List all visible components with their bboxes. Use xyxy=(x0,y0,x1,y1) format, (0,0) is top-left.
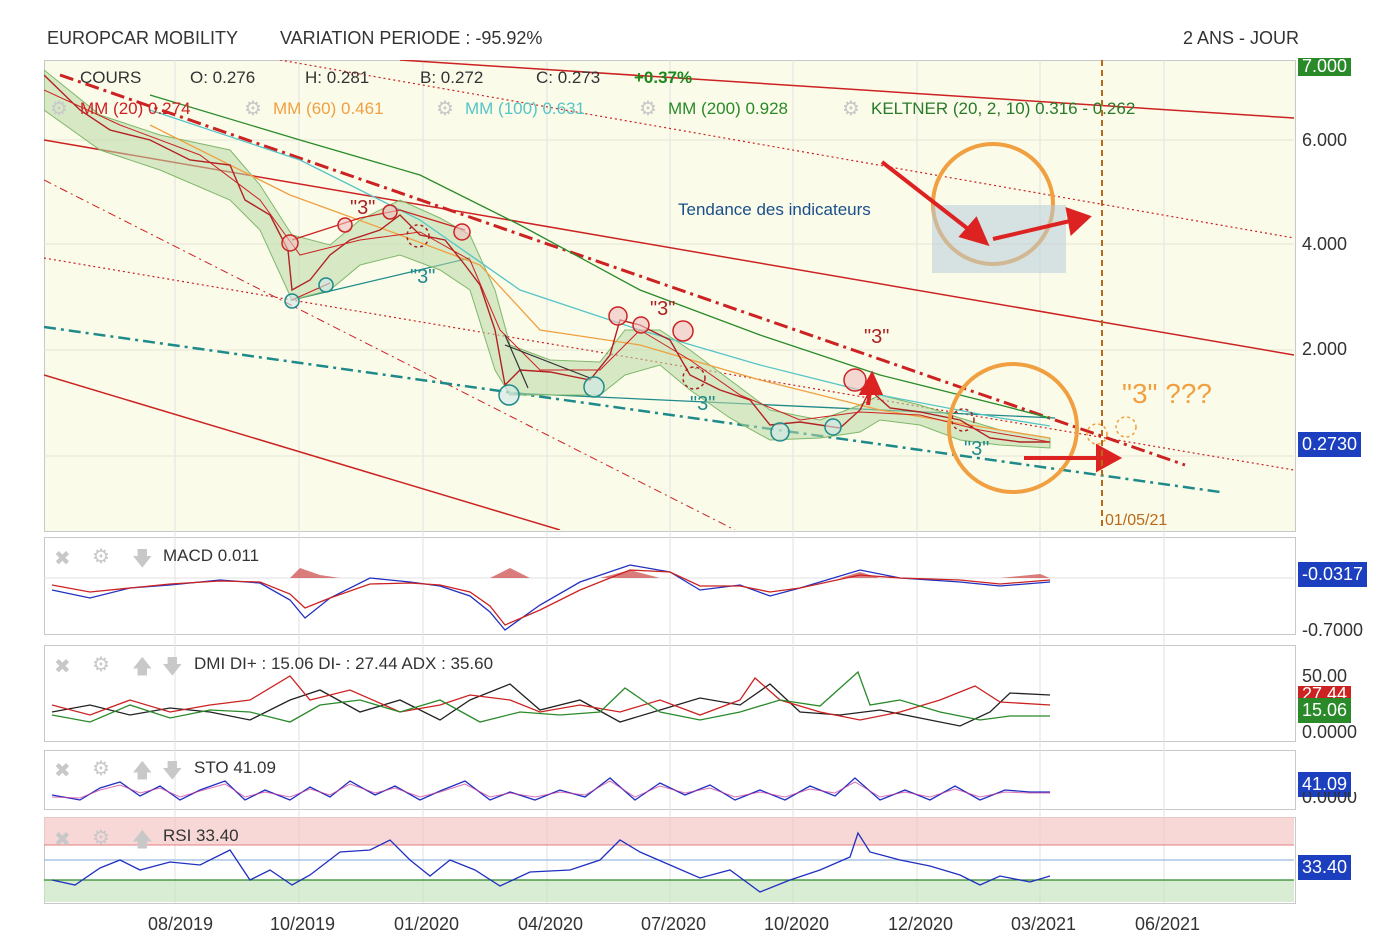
price-line xyxy=(44,74,1050,443)
indicator-trend-label: Tendance des indicateurs xyxy=(678,200,871,219)
period-variation: VARIATION PERIODE : -95.92% xyxy=(280,28,543,48)
x-tick: 01/2020 xyxy=(394,914,460,934)
rsi-overbought-zone xyxy=(44,817,1294,845)
move-up-arrow-icon[interactable]: 🡅 xyxy=(132,760,153,782)
legend-cours: COURS xyxy=(80,68,142,87)
wedge-lines-2020 xyxy=(504,334,591,389)
legend-close: C: 0.273 xyxy=(536,68,601,87)
dashed-pivot-markers xyxy=(406,224,975,432)
close-panel-icon[interactable]: ✖ xyxy=(54,829,71,851)
x-tick: 08/2019 xyxy=(148,914,214,934)
pattern-label: "3" xyxy=(964,438,990,460)
pattern-label: "3" xyxy=(690,393,716,415)
pattern-label: "3" xyxy=(864,326,890,348)
target-date-label: 01/05/21 xyxy=(1105,512,1168,529)
macd-line xyxy=(51,564,1051,631)
ma20-line xyxy=(44,89,1051,443)
move-up-arrow-icon[interactable]: 🡅 xyxy=(132,656,153,678)
x-tick: 03/2021 xyxy=(1011,914,1077,934)
legend-open: O: 0.276 xyxy=(190,68,256,87)
legend-keltner: KELTNER (20, 2, 10) 0.316 - 0.262 xyxy=(871,99,1136,118)
legend-low: B: 0.272 xyxy=(420,68,484,87)
move-up-arrow-icon[interactable]: 🡅 xyxy=(132,829,153,851)
move-down-arrow-icon[interactable]: 🡇 xyxy=(162,656,183,678)
legend-mm20: MM (20) 0.274 xyxy=(80,99,191,118)
teal-pivot-markers xyxy=(284,277,842,442)
y-tick: -0.7000 xyxy=(1302,620,1364,640)
macd-signal-line xyxy=(51,569,1051,626)
rsi-value-badge: 33.40 xyxy=(1298,855,1352,880)
close-panel-icon[interactable]: ✖ xyxy=(54,656,71,678)
rsi-label: RSI 33.40 xyxy=(163,826,239,845)
timeframe-selector[interactable]: 2 ANS - JOUR xyxy=(1183,28,1300,48)
trend-arrows xyxy=(858,160,1123,473)
macd-label: MACD 0.011 xyxy=(163,546,260,565)
x-tick: 10/2019 xyxy=(270,914,336,934)
move-down-arrow-icon[interactable]: 🡇 xyxy=(162,760,183,782)
legend-mm100: MM (100) 0.631 xyxy=(465,99,585,118)
x-tick: 04/2020 xyxy=(518,914,584,934)
pattern-label: "3" xyxy=(350,197,376,219)
x-tick: 10/2020 xyxy=(764,914,830,934)
dashdot-resistance xyxy=(59,73,1186,467)
settings-gear-icon[interactable]: ⚙ xyxy=(92,827,110,849)
dotted-resistance-upper xyxy=(279,60,1294,239)
current-price-badge: 0.2730 xyxy=(1298,432,1362,457)
x-tick: 12/2020 xyxy=(888,914,954,934)
settings-gear-icon[interactable]: ⚙ xyxy=(92,546,110,568)
y-tick: 6.000 xyxy=(1302,130,1348,150)
x-tick: 07/2020 xyxy=(641,914,707,934)
sto-label: STO 41.09 xyxy=(194,758,276,777)
teal-support-line xyxy=(44,325,1221,494)
move-down-arrow-icon[interactable]: 🡇 xyxy=(132,548,153,570)
sto-value-badge: 41.09 xyxy=(1298,772,1352,797)
adx-line xyxy=(51,683,1051,727)
dashdot-fan-line xyxy=(44,179,736,530)
di-plus-badge: 15.06 xyxy=(1298,698,1352,723)
mm60-settings-gear-icon[interactable]: ⚙ xyxy=(244,98,262,120)
di-minus-line xyxy=(51,675,1051,721)
mm100-settings-gear-icon[interactable]: ⚙ xyxy=(436,98,454,120)
red-pivot-markers xyxy=(281,204,867,392)
channel-line-lower xyxy=(44,374,561,530)
rsi-oversold-zone xyxy=(44,880,1294,902)
y-tick: 2.000 xyxy=(1302,339,1348,359)
pattern-label: "3" xyxy=(410,266,436,288)
x-tick: 06/2021 xyxy=(1135,914,1201,934)
legend-high: H: 0.281 xyxy=(305,68,370,87)
settings-gear-icon[interactable]: ⚙ xyxy=(92,654,110,676)
y-tick: 50.00 xyxy=(1302,666,1348,686)
pattern-label: "3" xyxy=(650,298,676,320)
rsi-line xyxy=(51,831,1051,893)
keltner-settings-gear-icon[interactable]: ⚙ xyxy=(842,98,860,120)
teal-neckline xyxy=(509,392,1056,419)
y-tick: 0.0000 xyxy=(1302,722,1358,742)
sto-signal-line xyxy=(51,780,1050,799)
di-plus-line xyxy=(51,670,1050,723)
mm20-settings-gear-icon[interactable]: ⚙ xyxy=(50,98,68,120)
channel-line-upper xyxy=(399,60,1294,119)
close-panel-icon[interactable]: ✖ xyxy=(54,760,71,782)
chart-title: EUROPCAR MOBILITY xyxy=(47,28,239,48)
settings-gear-icon[interactable]: ⚙ xyxy=(92,758,110,780)
dotted-resistance xyxy=(44,257,1294,471)
legend-mm60: MM (60) 0.461 xyxy=(273,99,384,118)
legend-mm200: MM (200) 0.928 xyxy=(668,99,788,118)
legend-change: +0.37% xyxy=(634,68,693,87)
macd-value-badge: -0.0317 xyxy=(1298,562,1368,587)
dmi-label: DMI DI+ : 15.06 DI- : 27.44 ADX : 35.60 xyxy=(194,654,494,673)
price-focus-circle xyxy=(947,362,1079,494)
x-gridlines xyxy=(174,60,1165,903)
target-question-label: "3" ??? xyxy=(1122,378,1212,409)
close-panel-icon[interactable]: ✖ xyxy=(54,548,71,570)
orange-target-markers xyxy=(1086,416,1137,445)
sto-line xyxy=(51,777,1050,801)
y-tick: 0.0000 xyxy=(1302,792,1358,804)
y-tick: 4.000 xyxy=(1302,234,1348,254)
mm200-settings-gear-icon[interactable]: ⚙ xyxy=(639,98,657,120)
price-high-badge: 7.000 xyxy=(1298,58,1352,76)
